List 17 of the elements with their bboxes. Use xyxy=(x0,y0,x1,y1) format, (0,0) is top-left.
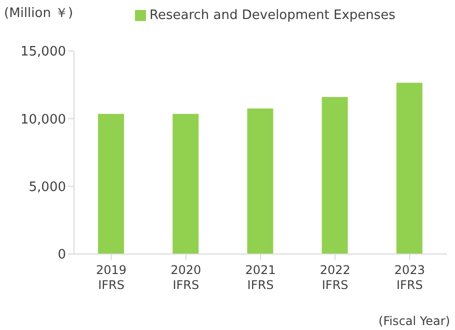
y-tick-label: 5,000 xyxy=(28,180,66,195)
x-tick-label: 2019 IFRS xyxy=(96,263,127,292)
bar xyxy=(396,82,422,254)
x-tick-label: 2022 IFRS xyxy=(320,263,350,292)
x-tick-label: 2023 IFRS xyxy=(394,263,425,292)
y-tick-label: 15,000 xyxy=(20,44,66,60)
y-tick-label: 0 xyxy=(58,248,66,263)
bar xyxy=(98,114,124,254)
x-tick-label: 2020 IFRS xyxy=(170,263,202,292)
bar xyxy=(247,108,274,254)
y-axis-title: (Million ￥) xyxy=(4,6,74,21)
legend-label: Research and Development Expenses xyxy=(150,8,396,23)
bar xyxy=(172,114,199,254)
x-axis-title: (Fiscal Year) xyxy=(378,314,450,328)
y-tick-label: 10,000 xyxy=(20,112,66,128)
x-tick-label: 2021 IFRS xyxy=(245,263,276,292)
bar xyxy=(322,97,348,254)
